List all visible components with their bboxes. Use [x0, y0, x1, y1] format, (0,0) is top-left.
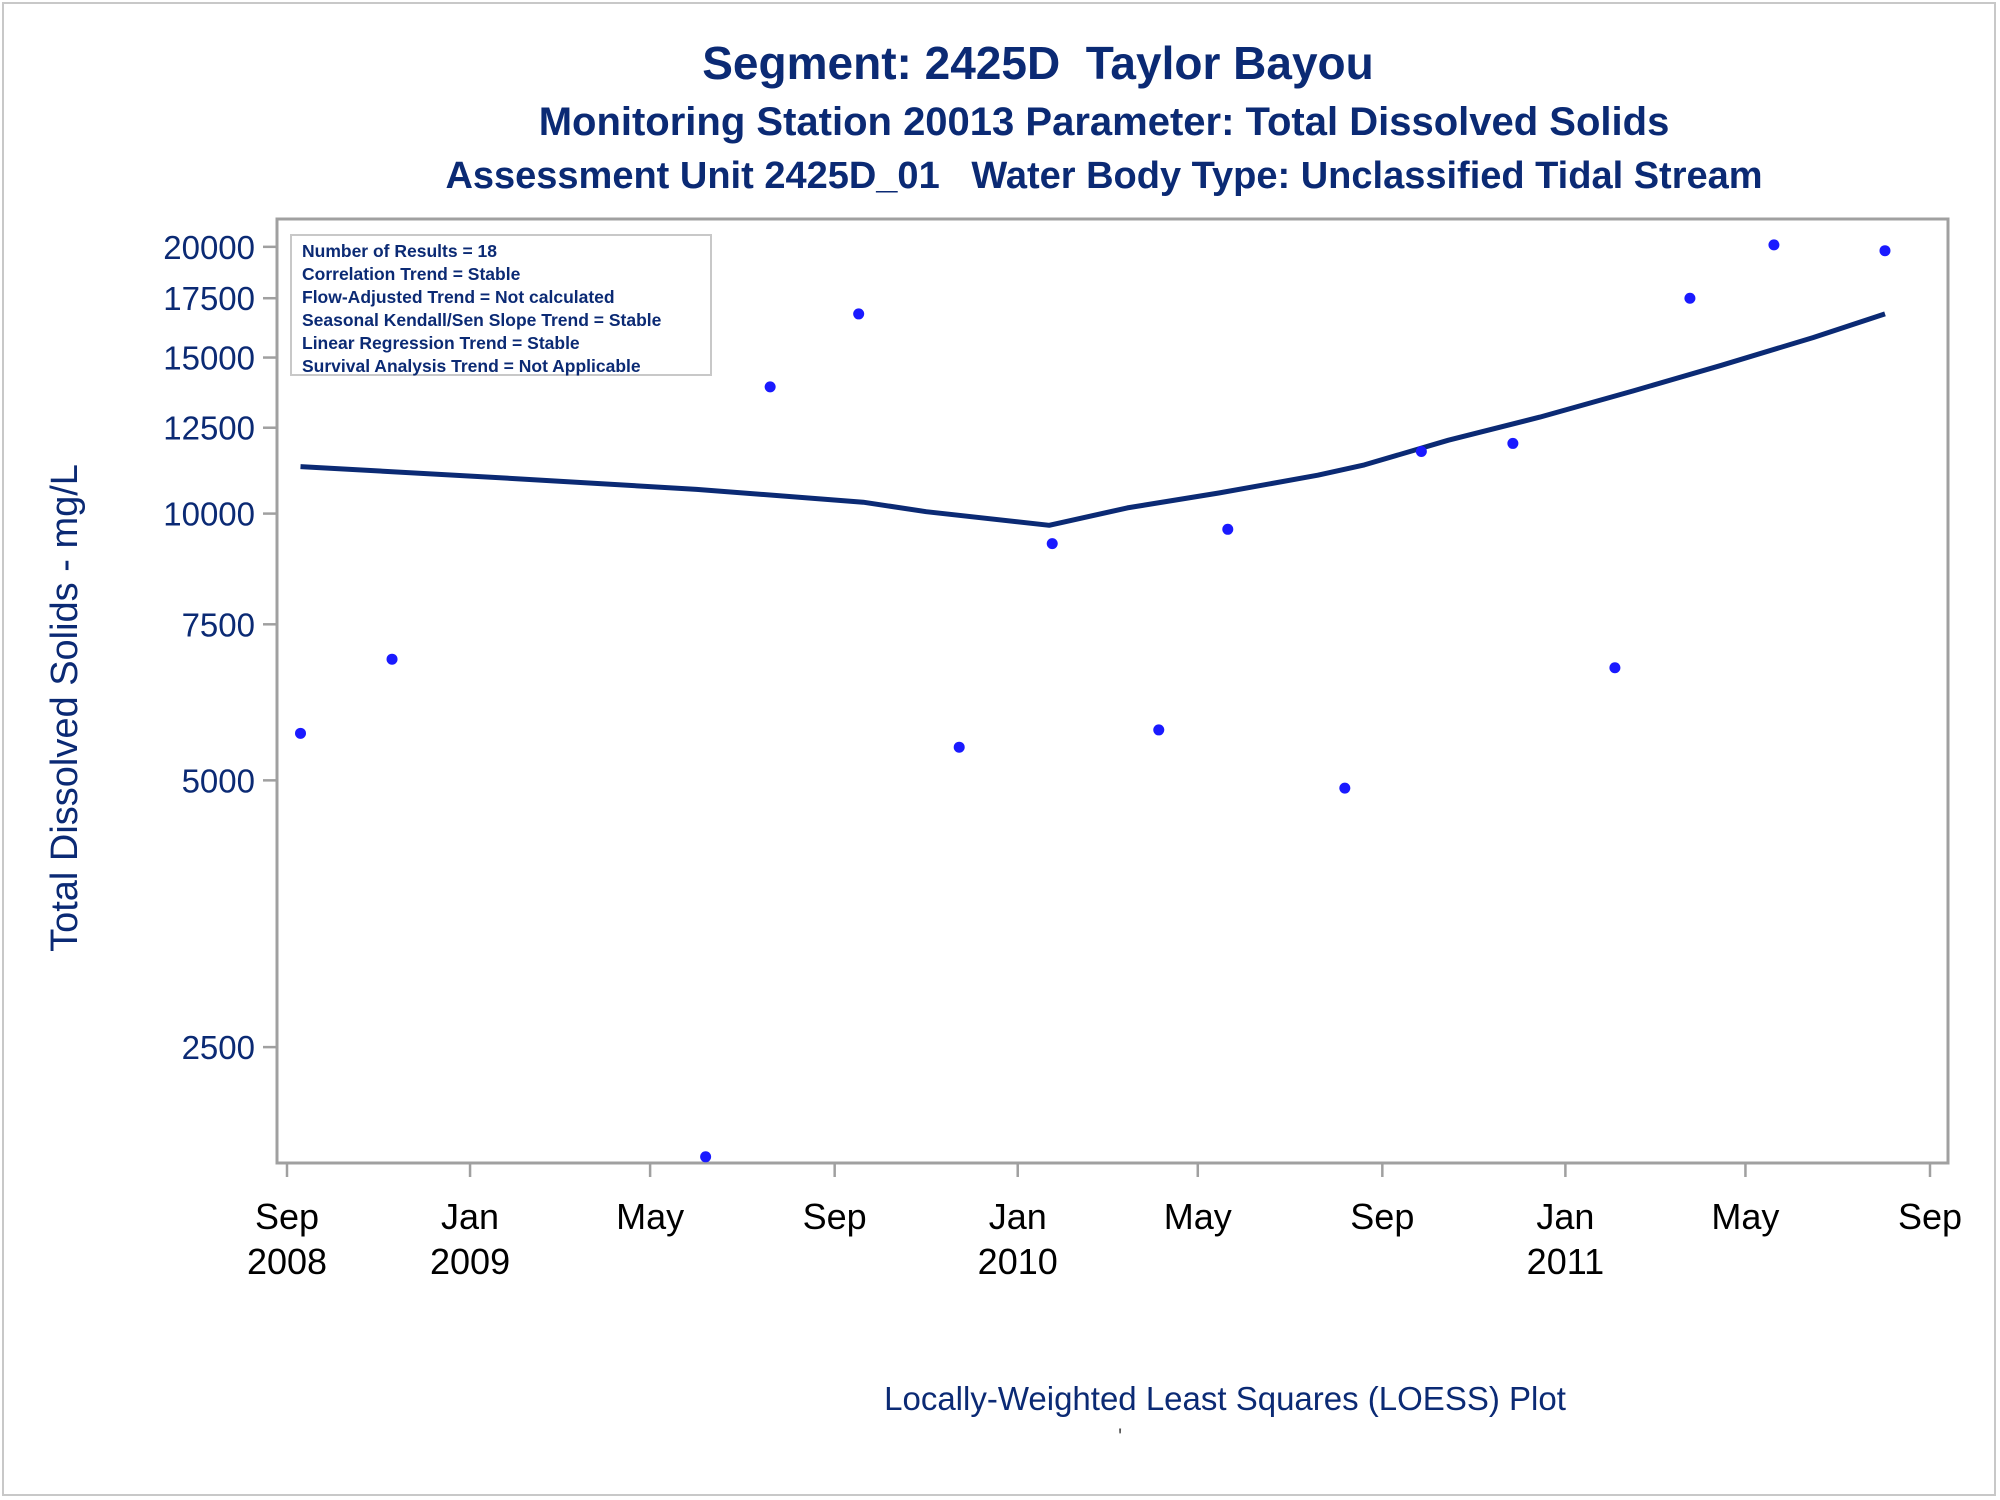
data-point	[1046, 538, 1058, 550]
data-point	[1507, 437, 1519, 449]
data-point	[1768, 239, 1780, 251]
data-point	[1415, 446, 1427, 458]
y-tick-label: 15000	[163, 340, 255, 377]
stat-linear-regression-trend: Linear Regression Trend = Stable	[302, 333, 580, 353]
x-tick-label-month: Sep	[1350, 1196, 1414, 1237]
data-point	[1153, 724, 1165, 736]
y-tick-label: 10000	[163, 496, 255, 533]
data-point	[386, 653, 398, 665]
plot-area-border	[275, 217, 1950, 1165]
y-tick-label: 20000	[163, 229, 255, 266]
data-point	[1339, 782, 1351, 794]
x-tick-label-year: 2009	[430, 1241, 510, 1282]
y-axis-label: Total Dissolved Solids - mg/L	[44, 464, 86, 952]
x-tick-label-month: Sep	[803, 1196, 867, 1237]
y-tick-label: 17500	[163, 280, 255, 317]
stat-survival-analysis-trend: Survival Analysis Trend = Not Applicable	[302, 356, 641, 376]
x-tick-label-year: 2011	[1527, 1241, 1604, 1282]
data-point	[1879, 245, 1891, 257]
x-tick-label-month: Sep	[255, 1196, 319, 1237]
footnote-tick-mark: '	[1118, 1424, 1122, 1449]
stat-seasonal-kendall-trend: Seasonal Kendall/Sen Slope Trend = Stabl…	[302, 310, 662, 330]
stat-correlation-trend: Correlation Trend = Stable	[302, 264, 521, 284]
stats-legend-box: Number of Results = 18 Correlation Trend…	[290, 234, 712, 376]
x-tick-label-month: Jan	[441, 1196, 499, 1237]
chart-title: Segment: 2425D Taylor Bayou	[702, 37, 1374, 89]
x-tick-label-month: Sep	[1898, 1196, 1962, 1237]
data-point	[295, 727, 307, 739]
x-tick-label-month: May	[1711, 1196, 1779, 1237]
chart-footnote: Locally-Weighted Least Squares (LOESS) P…	[884, 1380, 1566, 1417]
x-tick-label-month: Jan	[1536, 1196, 1594, 1237]
x-tick-label-year: 2010	[978, 1241, 1058, 1282]
x-tick-label-month: May	[616, 1196, 684, 1237]
x-tick-label-month: May	[1164, 1196, 1232, 1237]
y-tick-label: 12500	[163, 410, 255, 447]
chart-subtitle: Monitoring Station 20013 Parameter: Tota…	[538, 100, 1670, 144]
x-tick-label-year: 2008	[247, 1241, 327, 1282]
stat-flow-adjusted-trend: Flow-Adjusted Trend = Not calculated	[302, 287, 615, 307]
chart-subtitle-2: Assessment Unit 2425D_01 Water Body Type…	[445, 155, 1763, 197]
data-point	[1609, 662, 1621, 674]
x-tick-label-month: Jan	[989, 1196, 1047, 1237]
chart-footnote-row: Locally-Weighted Least Squares (LOESS) P…	[0, 1380, 2000, 1418]
y-tick-label: 7500	[182, 606, 255, 643]
data-point	[953, 741, 965, 753]
data-point	[764, 381, 776, 393]
y-tick-label: 5000	[182, 762, 255, 799]
loess-line	[300, 311, 1886, 528]
stat-number-of-results: Number of Results = 18	[302, 241, 497, 261]
y-tick-label: 2500	[182, 1029, 255, 1066]
data-point	[700, 1151, 712, 1163]
data-point	[1684, 292, 1696, 304]
data-point	[1222, 523, 1234, 535]
data-point	[853, 308, 865, 320]
